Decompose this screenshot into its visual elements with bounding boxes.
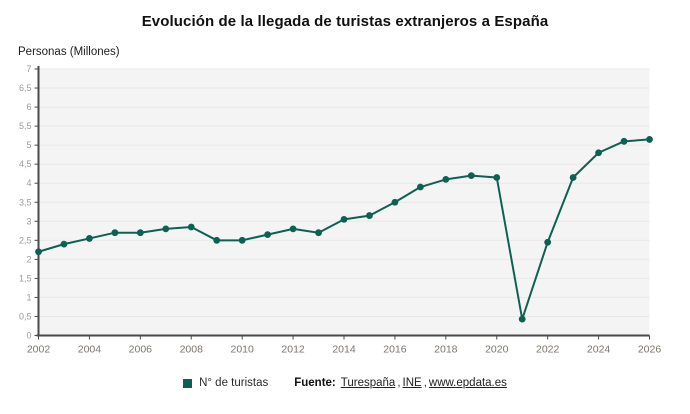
data-point-2025[interactable] xyxy=(620,137,628,145)
data-point-2026[interactable] xyxy=(646,136,653,143)
y-tick-label: 6 xyxy=(26,102,31,112)
y-tick-label: 2,5 xyxy=(19,235,32,245)
source-link-ine[interactable]: INE xyxy=(402,377,422,389)
data-point-2013[interactable] xyxy=(315,229,322,237)
x-tick-label: 2016 xyxy=(383,344,407,356)
data-point-2019[interactable] xyxy=(467,172,475,180)
y-tick-label: 4 xyxy=(26,178,31,188)
chart-footer: N° de turistas Fuente: Turespaña, INE, w… xyxy=(0,377,690,389)
data-point-2011[interactable] xyxy=(264,231,272,239)
data-point-2014[interactable] xyxy=(340,215,348,223)
data-point-2002[interactable] xyxy=(35,248,42,256)
x-tick-label: 2018 xyxy=(434,344,458,356)
source-link-epdata[interactable]: www.epdata.es xyxy=(428,377,507,389)
chart-title: Evolución de la llegada de turistas extr… xyxy=(141,13,549,30)
y-tick-label: 7 xyxy=(26,64,31,74)
source-link-turespana[interactable]: Turespaña xyxy=(340,377,396,389)
data-point-2006[interactable] xyxy=(136,229,144,237)
legend-label: N° de turistas xyxy=(199,377,269,389)
data-point-2017[interactable] xyxy=(416,183,424,191)
source-separator: , xyxy=(423,377,427,389)
x-tick-label: 2026 xyxy=(638,344,662,356)
y-tick-label: 3 xyxy=(26,216,31,226)
x-tick-label: 2002 xyxy=(27,344,51,356)
x-tick-label: 2012 xyxy=(281,344,305,356)
data-point-2010[interactable] xyxy=(238,236,246,244)
data-point-2008[interactable] xyxy=(187,223,195,231)
y-tick-label: 5 xyxy=(26,140,31,150)
y-tick-label: 2 xyxy=(26,254,31,264)
data-point-2005[interactable] xyxy=(111,229,119,237)
x-tick-label: 2014 xyxy=(332,344,356,356)
y-tick-label: 6,5 xyxy=(19,83,32,93)
data-point-2009[interactable] xyxy=(213,236,221,244)
data-point-2015[interactable] xyxy=(366,212,373,219)
data-point-2007[interactable] xyxy=(162,225,170,233)
x-tick-label: 2010 xyxy=(230,344,254,356)
data-point-2021[interactable] xyxy=(518,315,526,323)
y-tick-label: 0,5 xyxy=(19,311,32,321)
y-axis-unit-label: Personas (Millones) xyxy=(18,46,120,58)
legend-swatch xyxy=(183,378,193,388)
y-tick-label: 4,5 xyxy=(19,159,32,169)
data-point-2016[interactable] xyxy=(391,198,399,206)
data-point-2020[interactable] xyxy=(493,174,501,181)
x-tick-label: 2004 xyxy=(78,344,102,356)
y-tick-label: 1,5 xyxy=(19,273,32,283)
data-point-2003[interactable] xyxy=(60,240,68,248)
x-tick-label: 2006 xyxy=(129,344,153,356)
source-separator: , xyxy=(397,377,401,389)
x-tick-label: 2008 xyxy=(180,344,204,356)
x-tick-label: 2022 xyxy=(536,344,560,356)
data-point-2024[interactable] xyxy=(595,149,602,157)
data-point-2012[interactable] xyxy=(289,225,297,233)
x-tick-label: 2024 xyxy=(587,344,611,356)
y-tick-label: 1 xyxy=(26,292,31,302)
data-point-2004[interactable] xyxy=(86,235,93,242)
y-tick-label: 0 xyxy=(26,331,31,341)
x-tick-label: 2020 xyxy=(485,344,509,356)
y-tick-label: 5,5 xyxy=(19,121,32,131)
data-point-2022[interactable] xyxy=(544,238,552,246)
source-line: Fuente: Turespaña, INE, www.epdata.es xyxy=(294,377,507,389)
y-tick-label: 3,5 xyxy=(19,197,32,207)
legend-item[interactable]: N° de turistas xyxy=(183,377,268,389)
data-point-2018[interactable] xyxy=(442,176,450,183)
source-prefix: Fuente: xyxy=(294,377,336,389)
data-point-2023[interactable] xyxy=(569,174,577,181)
